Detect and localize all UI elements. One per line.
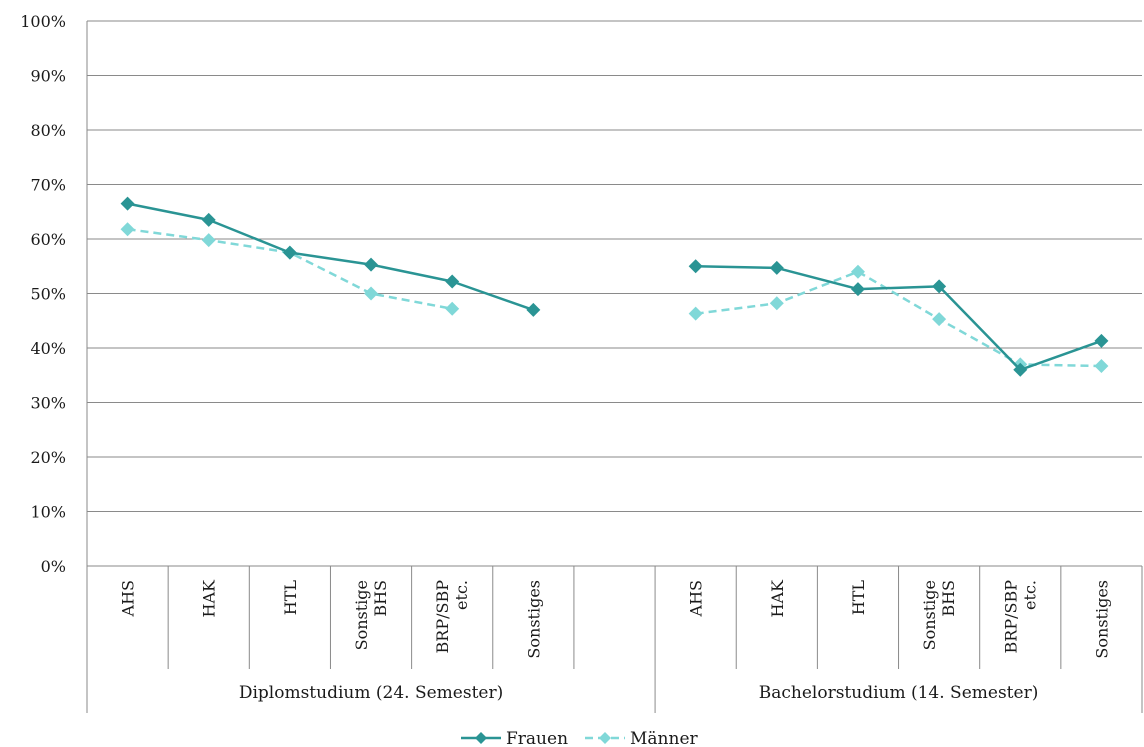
x-axis-category-labels: AHS HAK HTL SonstigeBHS BRP/SBPetc. Sonstiges… bbox=[119, 579, 1112, 659]
y-tick-label: 100% bbox=[20, 12, 66, 31]
y-axis-tick-labels: 0% 10% 20% 30% 40% 50% 60% 70% 80% 90% 100% bbox=[20, 12, 66, 576]
data-point-marker bbox=[1094, 333, 1109, 348]
series-line bbox=[695, 270, 1102, 368]
data-point-marker bbox=[445, 274, 460, 289]
data-point-marker bbox=[282, 245, 297, 260]
x-category-label: BRP/SBPetc. bbox=[1001, 580, 1039, 654]
data-point-marker bbox=[120, 196, 135, 211]
data-point-marker bbox=[850, 264, 865, 279]
x-category-label-text: AHS bbox=[687, 580, 706, 617]
axes bbox=[86, 21, 1143, 713]
x-category-label: AHS bbox=[687, 580, 706, 617]
y-tick-label: 10% bbox=[30, 503, 66, 522]
y-tick-label: 40% bbox=[30, 339, 66, 358]
legend: Frauen Männer bbox=[461, 729, 699, 747]
series-line bbox=[127, 227, 453, 311]
x-category-label-line: BHS bbox=[939, 580, 958, 617]
series bbox=[120, 196, 1109, 377]
x-category-label-line: BHS bbox=[371, 580, 390, 617]
y-tick-label: 20% bbox=[30, 448, 66, 467]
y-tick-label: 60% bbox=[30, 230, 66, 249]
legend-swatch-marker bbox=[475, 732, 487, 744]
x-category-label-text: Sonstiges bbox=[1092, 580, 1111, 659]
y-tick-label: 80% bbox=[30, 121, 66, 140]
y-tick-label: 50% bbox=[30, 285, 66, 304]
data-point-marker bbox=[445, 301, 460, 316]
x-category-label-text: BRP/SBPetc. bbox=[433, 580, 471, 654]
data-point-marker bbox=[201, 233, 216, 248]
x-category-label-line: etc. bbox=[452, 580, 471, 610]
x-category-label: HTL bbox=[849, 580, 868, 616]
x-category-label-line: etc. bbox=[1020, 580, 1039, 610]
data-point-marker bbox=[769, 296, 784, 311]
series-line bbox=[127, 202, 534, 312]
data-point-marker bbox=[932, 279, 947, 294]
x-category-label-text: HTL bbox=[281, 580, 300, 616]
data-point-marker bbox=[769, 260, 784, 275]
y-tick-label: 0% bbox=[41, 557, 66, 576]
x-category-label: BRP/SBPetc. bbox=[433, 580, 471, 654]
data-point-marker bbox=[1013, 362, 1028, 377]
x-category-label: Sonstiges bbox=[524, 580, 543, 659]
x-group-label: Diplomstudium (24. Semester) bbox=[239, 683, 503, 703]
data-point-marker bbox=[932, 312, 947, 327]
y-tick-label: 90% bbox=[30, 67, 66, 86]
x-category-label: SonstigeBHS bbox=[352, 580, 390, 650]
x-category-label-line: BRP/SBP bbox=[1001, 580, 1020, 654]
x-category-label: HAK bbox=[200, 579, 219, 618]
legend-label: Frauen bbox=[506, 729, 568, 747]
x-category-label-text: Sonstiges bbox=[524, 580, 543, 659]
legend-item-frauen: Frauen bbox=[461, 729, 568, 747]
y-tick-label: 30% bbox=[30, 394, 66, 413]
x-category-label-line: Sonstige bbox=[352, 580, 371, 650]
x-category-label-text: BRP/SBPetc. bbox=[1001, 580, 1039, 654]
data-point-marker bbox=[201, 212, 216, 227]
x-category-label-text: HTL bbox=[849, 580, 868, 616]
x-category-label: SonstigeBHS bbox=[920, 580, 958, 650]
x-category-label-text: AHS bbox=[119, 580, 138, 617]
x-category-label-text: HAK bbox=[768, 579, 787, 618]
series-line bbox=[695, 265, 1102, 372]
x-category-label: Sonstiges bbox=[1092, 580, 1111, 659]
gridlines bbox=[87, 20, 1142, 567]
x-category-label-text: SonstigeBHS bbox=[920, 580, 958, 650]
x-category-label: AHS bbox=[119, 580, 138, 617]
x-category-label: HAK bbox=[768, 579, 787, 618]
x-category-label: HTL bbox=[281, 580, 300, 616]
data-point-marker bbox=[688, 259, 703, 274]
y-tick-label: 70% bbox=[30, 176, 66, 195]
data-point-marker bbox=[688, 306, 703, 321]
data-point-marker bbox=[364, 257, 379, 272]
x-axis-group-labels: Diplomstudium (24. Semester) Bachelorstud… bbox=[239, 683, 1038, 703]
x-category-label-text: SonstigeBHS bbox=[352, 580, 390, 650]
legend-item-männer: Männer bbox=[585, 729, 699, 747]
x-category-label-text: HAK bbox=[200, 579, 219, 618]
data-point-marker bbox=[120, 222, 135, 237]
data-point-marker bbox=[364, 286, 379, 301]
legend-label: Männer bbox=[630, 729, 699, 747]
x-group-label: Bachelorstudium (14. Semester) bbox=[759, 683, 1039, 703]
x-category-label-line: BRP/SBP bbox=[433, 580, 452, 654]
legend-swatch-marker bbox=[599, 732, 611, 744]
series-frauen bbox=[120, 196, 1109, 377]
data-point-marker bbox=[1094, 358, 1109, 373]
x-category-label-line: Sonstige bbox=[920, 580, 939, 650]
data-point-marker bbox=[526, 302, 541, 317]
data-point-marker bbox=[850, 282, 865, 297]
